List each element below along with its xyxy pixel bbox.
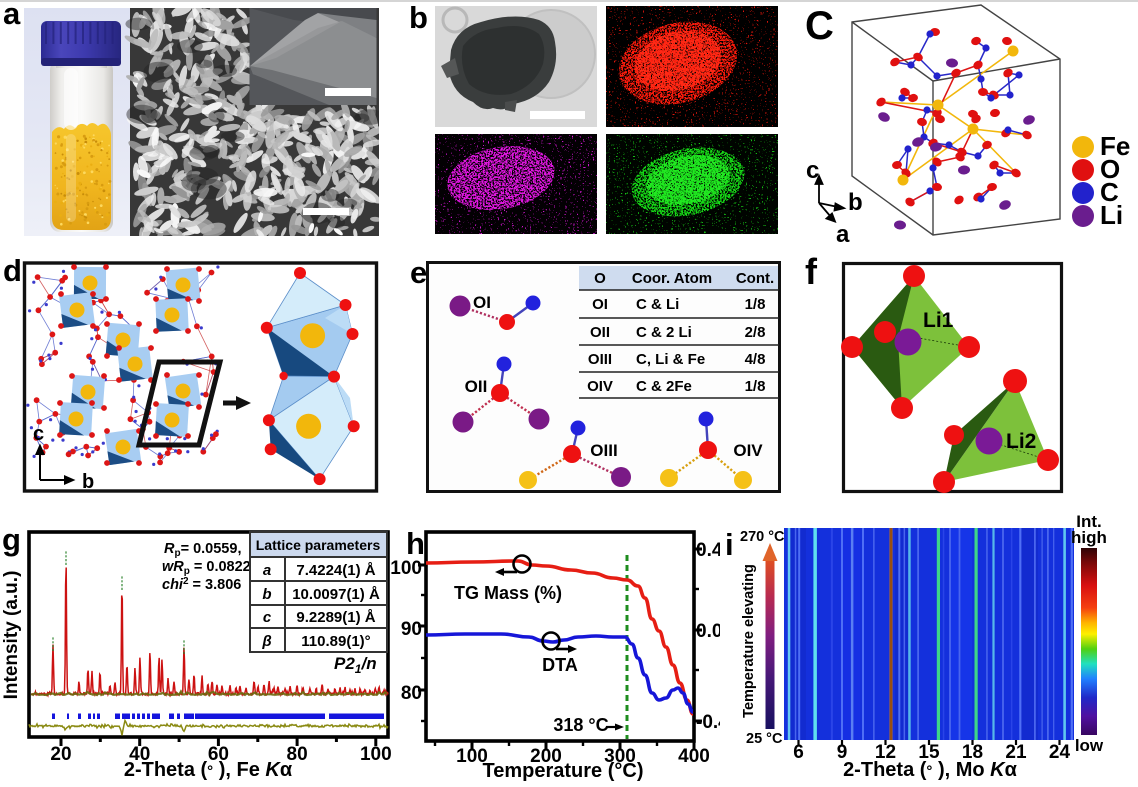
svg-text:24: 24 [1049, 742, 1071, 763]
svg-text:9.2289(1) Å: 9.2289(1) Å [296, 609, 375, 626]
svg-text:β: β [261, 633, 271, 650]
svg-text:c: c [33, 423, 44, 445]
svg-text:OIII: OIII [588, 351, 612, 368]
svg-text:OI: OI [473, 293, 491, 312]
svg-text:low: low [1075, 736, 1104, 755]
svg-text:100: 100 [360, 744, 392, 765]
svg-text:Cont.: Cont. [736, 270, 774, 287]
svg-text:DTA: DTA [542, 655, 578, 675]
svg-text:O: O [1100, 154, 1120, 184]
svg-text:40: 40 [129, 744, 150, 765]
svg-text:a: a [263, 562, 271, 579]
svg-text:high: high [1071, 528, 1107, 547]
svg-text:1/8: 1/8 [745, 378, 766, 395]
svg-text:12: 12 [875, 742, 896, 763]
svg-text:c: c [806, 157, 819, 184]
svg-text:b: b [848, 189, 863, 216]
svg-text:200: 200 [530, 746, 562, 767]
svg-text:Fe: Fe [1100, 131, 1130, 161]
svg-text:400: 400 [678, 746, 710, 767]
svg-text:60: 60 [208, 744, 229, 765]
svg-text:Li: Li [1100, 200, 1123, 230]
svg-text:20: 20 [50, 744, 71, 765]
svg-text:21: 21 [1005, 742, 1027, 763]
svg-text:10.0097(1) Å: 10.0097(1) Å [292, 586, 380, 603]
svg-text:C & Li: C & Li [636, 296, 679, 313]
svg-text:C, Li & Fe: C, Li & Fe [636, 351, 705, 368]
svg-text:18: 18 [962, 742, 983, 763]
svg-text:2/8: 2/8 [745, 324, 766, 341]
svg-text:4/8: 4/8 [745, 351, 766, 368]
svg-text:b: b [262, 586, 271, 603]
svg-text:OIV: OIV [587, 378, 613, 395]
svg-text:Li1: Li1 [923, 309, 954, 332]
svg-text:2-Theta (° ), Fe Kα: 2-Theta (° ), Fe Kα [124, 759, 293, 781]
svg-text:25 °C: 25 °C [746, 731, 783, 747]
svg-text:P21/n: P21/n [334, 654, 377, 676]
svg-text:OII: OII [590, 324, 610, 341]
svg-text:110.89(1)°: 110.89(1)° [301, 633, 370, 650]
svg-text:318 °C: 318 °C [553, 715, 608, 735]
svg-text:80: 80 [287, 744, 308, 765]
svg-text:chi2 = 3.806: chi2 = 3.806 [162, 576, 241, 593]
svg-text:Rp= 0.0559,: Rp= 0.0559, [164, 541, 241, 559]
svg-text:0.4: 0.4 [696, 540, 720, 561]
svg-text:b: b [82, 471, 94, 493]
svg-text:0.0: 0.0 [696, 621, 720, 642]
svg-text:2-Theta (° ), Mo Kα: 2-Theta (° ), Mo Kα [843, 759, 1018, 781]
svg-text:C: C [1100, 177, 1119, 207]
svg-text:TG Mass (%): TG Mass (%) [454, 583, 562, 603]
svg-text:OII: OII [465, 377, 488, 396]
svg-text:90: 90 [401, 619, 422, 640]
svg-text:6: 6 [793, 742, 804, 763]
svg-text:a: a [836, 221, 850, 248]
svg-text:80: 80 [401, 683, 422, 704]
svg-text:C & 2 Li: C & 2 Li [636, 324, 692, 341]
svg-text:Li2: Li2 [1006, 430, 1036, 453]
svg-text:wRp = 0.0822: wRp = 0.0822 [162, 559, 251, 577]
svg-text:270 °C: 270 °C [740, 529, 785, 545]
svg-text:Intensity (a.u.): Intensity (a.u.) [1, 571, 22, 700]
svg-text:OIV: OIV [733, 441, 763, 460]
svg-text:9: 9 [837, 742, 848, 763]
svg-text:100: 100 [456, 746, 488, 767]
svg-text:Temperature elevating: Temperature elevating [741, 564, 757, 718]
svg-text:OI: OI [592, 296, 608, 313]
svg-text:7.4224(1) Å: 7.4224(1) Å [296, 562, 375, 579]
svg-text:OIII: OIII [590, 441, 617, 460]
svg-text:Lattice parameters: Lattice parameters [256, 537, 381, 553]
svg-text:O: O [594, 270, 606, 287]
svg-text:c: c [263, 609, 272, 626]
svg-text:C & 2Fe: C & 2Fe [636, 378, 692, 395]
svg-text:15: 15 [918, 742, 940, 763]
svg-text:300: 300 [604, 746, 636, 767]
svg-text:-0.4: -0.4 [696, 712, 720, 733]
svg-text:Temperature (°C): Temperature (°C) [483, 760, 644, 782]
svg-text:Coor. Atom: Coor. Atom [632, 270, 712, 287]
svg-text:Int.: Int. [1076, 515, 1102, 531]
svg-text:100: 100 [390, 558, 422, 579]
svg-text:1/8: 1/8 [745, 296, 766, 313]
